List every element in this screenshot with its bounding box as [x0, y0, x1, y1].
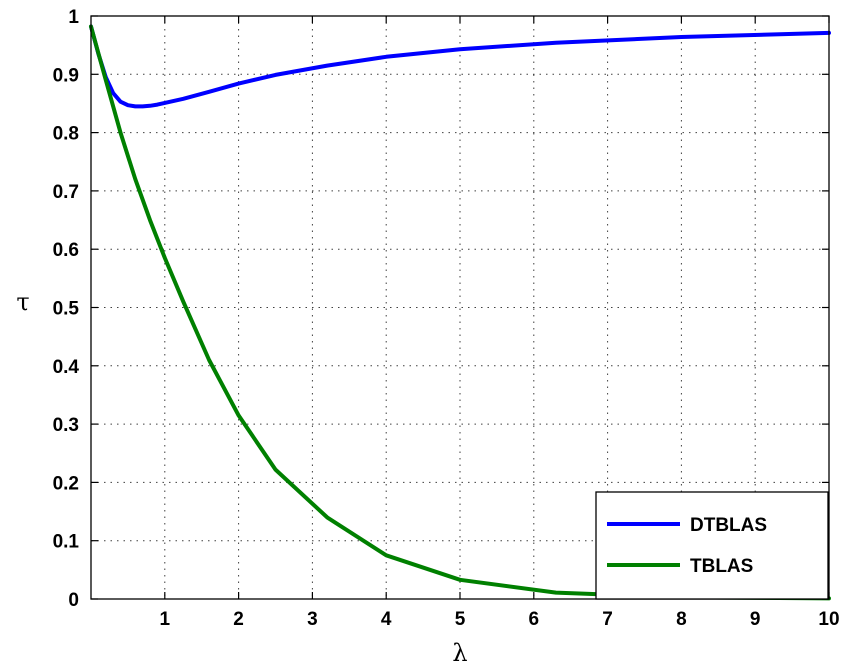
- x-tick-label: 9: [750, 609, 761, 630]
- x-tick-label: 5: [455, 609, 466, 630]
- legend-box: [595, 491, 829, 600]
- series-line-dtblas: [89, 24, 831, 109]
- series-layer: [89, 24, 831, 601]
- x-tick-label: 6: [529, 609, 540, 630]
- x-tick-label: 3: [307, 609, 318, 630]
- y-tick-label: 0.1: [53, 532, 80, 553]
- y-tick-label: 0.7: [53, 182, 79, 203]
- y-tick-label: 0.6: [53, 240, 79, 261]
- x-tick-label: 8: [676, 609, 687, 630]
- x-tick-label: 1: [160, 609, 171, 630]
- x-axis-label: λ: [452, 639, 467, 667]
- y-tick-label: 0: [68, 590, 79, 611]
- y-axis-label: τ: [16, 288, 29, 316]
- x-tick-label: 10: [818, 609, 839, 630]
- y-tick-label: 0.5: [53, 299, 80, 320]
- x-tick-label: 2: [233, 609, 244, 630]
- x-tick-label: 4: [381, 609, 392, 630]
- y-tick-label: 0.3: [53, 415, 79, 436]
- series-line-tblas: [89, 24, 831, 601]
- y-tick-label: 0.4: [53, 357, 80, 378]
- y-tick-label: 0.2: [53, 473, 79, 494]
- y-tick-label: 0.9: [53, 65, 79, 86]
- legend-label-tblas: TBLAS: [690, 556, 753, 577]
- y-tick-label: 1: [68, 7, 79, 28]
- legend: DTBLAS TBLAS: [595, 491, 829, 600]
- legend-label-dtblas: DTBLAS: [690, 515, 767, 536]
- x-tick-label: 7: [602, 609, 613, 630]
- y-tick-label: 0.8: [53, 124, 79, 145]
